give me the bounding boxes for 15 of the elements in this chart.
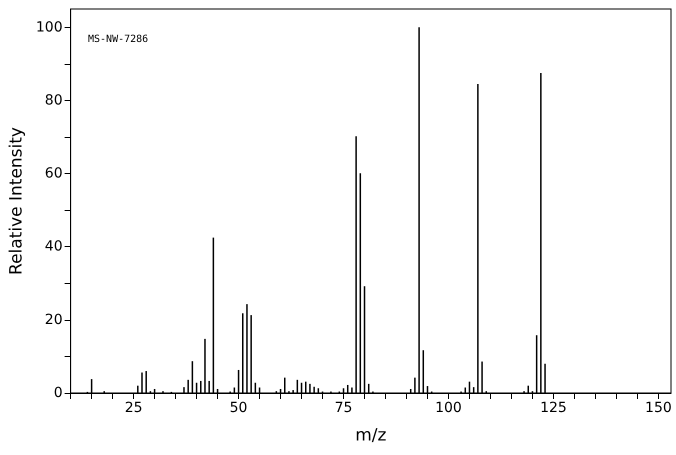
y-tick-label: 80 <box>44 92 63 108</box>
annotation: MS-NW-7286 <box>88 34 148 45</box>
x-tick-label: 150 <box>645 400 672 416</box>
x-tick-label: 25 <box>124 400 143 416</box>
y-tick-label: 60 <box>44 166 63 182</box>
x-tick-label: 100 <box>435 400 462 416</box>
y-tick-label: 100 <box>36 19 63 36</box>
y-tick-label: 20 <box>44 312 63 328</box>
x-tick-label: 50 <box>230 400 248 416</box>
x-tick-label: 125 <box>540 400 567 416</box>
x-axis-title: m/z <box>355 426 386 446</box>
y-axis-title: Relative Intensity <box>6 127 26 275</box>
x-tick-label: 75 <box>334 400 352 416</box>
y-tick-label: 40 <box>44 238 63 255</box>
y-tick-label: 0 <box>54 385 63 401</box>
